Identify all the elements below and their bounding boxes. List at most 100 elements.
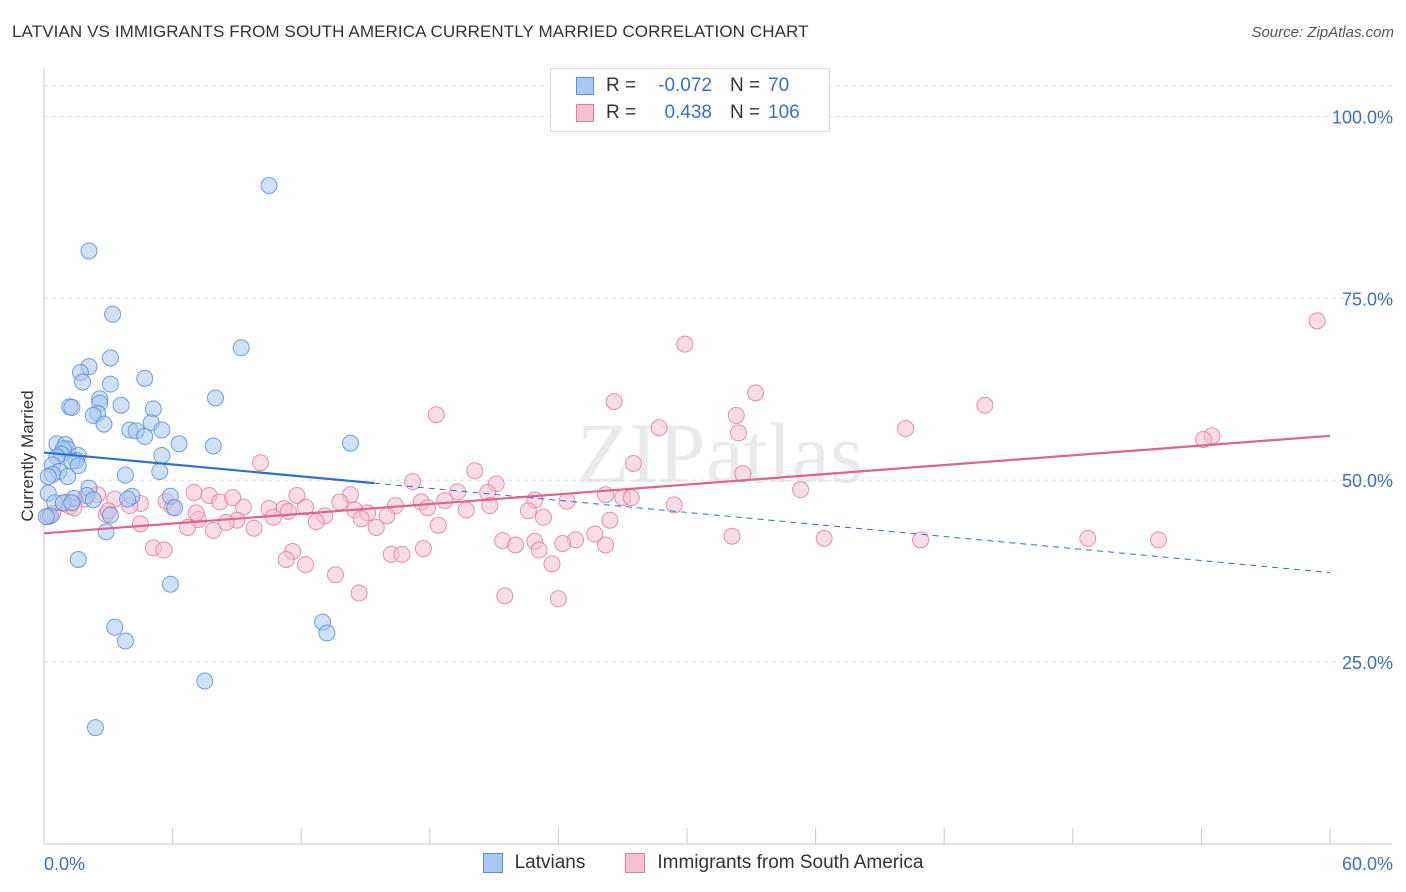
latvian-point — [119, 490, 137, 508]
latvian-point — [86, 719, 104, 737]
south-america-point — [429, 516, 447, 534]
south-america-point — [224, 489, 242, 507]
south-america-point — [650, 419, 668, 437]
latvian-point — [69, 551, 87, 569]
latvian-point — [39, 468, 57, 486]
south-america-point — [419, 499, 437, 517]
axes — [43, 68, 1392, 845]
y-tick-label: 75.0% — [1342, 289, 1393, 309]
south-america-point — [665, 496, 683, 514]
latvian-point — [161, 575, 179, 593]
south-america-point — [601, 511, 619, 529]
latvian-point — [74, 373, 92, 391]
south-america-point — [131, 515, 149, 533]
latvian-point — [136, 428, 154, 446]
latvians-trend-line — [43, 451, 375, 485]
south-america-point — [185, 484, 203, 502]
series-legend-latvians: Latvians — [482, 852, 586, 874]
latvian-point — [101, 375, 119, 393]
south-america-point — [404, 473, 422, 491]
correlation-legend: R = -0.072 N = 70 R = 0.438 N = 106 — [550, 68, 830, 132]
south-america-point — [279, 502, 297, 520]
south-america-point — [1150, 531, 1168, 549]
south-america-point — [496, 587, 514, 605]
series-swatch-south-america — [625, 853, 646, 873]
latvian-point — [63, 494, 81, 512]
gridlines — [44, 85, 1392, 663]
south-america-point — [251, 454, 269, 472]
latvian-point — [206, 389, 224, 407]
watermark: ZIPatlas — [577, 405, 864, 501]
south-america-point — [296, 498, 314, 516]
south-america-point — [507, 536, 525, 554]
south-america-point — [622, 489, 640, 507]
latvian-point — [63, 398, 81, 416]
south-america-point — [414, 540, 432, 558]
south-america-point — [481, 497, 499, 515]
latvian-point — [170, 435, 188, 453]
latvian-point — [95, 415, 113, 433]
south-america-point — [624, 454, 642, 472]
south-america-point — [307, 513, 325, 531]
series-label-south-america: Immigrants from South America — [657, 852, 924, 873]
latvian-point — [80, 242, 98, 260]
legend-n-label: N = — [730, 102, 761, 123]
south-america-point — [326, 566, 344, 584]
latvian-point — [153, 421, 171, 439]
latvian-point — [136, 369, 154, 387]
south-america-point — [1308, 312, 1326, 330]
south-america-point — [530, 541, 548, 559]
south-america-point — [245, 519, 263, 537]
latvian-point — [260, 177, 278, 195]
south-america-point — [723, 527, 741, 545]
south-america-point — [155, 541, 173, 559]
south-america-point — [597, 486, 615, 504]
latvian-point — [318, 624, 336, 642]
latvian-point — [106, 618, 124, 636]
y-tick-label: 25.0% — [1342, 653, 1393, 673]
south-america-trend-line — [43, 434, 1331, 535]
south-america-point — [792, 481, 810, 499]
south-america-point — [1195, 430, 1213, 448]
latvian-point — [104, 305, 122, 323]
south-america-point — [277, 551, 295, 569]
series-legend: Latvians Immigrants from South America — [0, 852, 1406, 874]
legend-r-label: R = — [606, 75, 637, 96]
south-america-point — [727, 406, 745, 424]
south-america-point — [734, 465, 752, 483]
legend-r-label: R = — [606, 102, 637, 123]
trend-lines — [43, 434, 1331, 574]
latvian-point — [112, 396, 130, 414]
south-america-point — [549, 590, 567, 608]
south-america-point — [367, 518, 385, 536]
south-america-point — [427, 406, 445, 424]
legend-row-latvians: R = -0.072 N = 70 — [576, 74, 804, 98]
latvian-point — [101, 506, 119, 524]
latvian-point — [116, 466, 134, 484]
legend-row-south-america: R = 0.438 N = 106 — [576, 101, 804, 125]
south-america-point — [605, 393, 623, 411]
south-america-point — [976, 396, 994, 414]
south-america-point — [1079, 529, 1097, 547]
south-america-point — [187, 504, 205, 522]
south-america-point — [393, 545, 411, 563]
south-america-point — [729, 424, 747, 442]
south-america-point — [331, 493, 349, 511]
south-america-point — [586, 525, 604, 543]
south-america-point — [897, 420, 915, 438]
legend-n-value: 70 — [768, 75, 790, 96]
series-label-latvians: Latvians — [514, 852, 586, 873]
y-tick-labels: 25.0% 50.0% 75.0% 100.0% — [1332, 107, 1393, 673]
latvian-point — [84, 491, 102, 509]
series-swatch-latvians — [482, 853, 503, 873]
latvian-point — [69, 457, 87, 475]
latvian-point — [59, 468, 77, 486]
south-america-point — [296, 556, 314, 574]
latvian-point — [166, 499, 184, 517]
latvian-point — [37, 508, 55, 526]
south-america-point — [815, 529, 833, 547]
legend-r-value: -0.072 — [658, 75, 712, 96]
latvian-point — [232, 339, 250, 357]
x-tick-label: 60.0% — [1342, 854, 1393, 874]
